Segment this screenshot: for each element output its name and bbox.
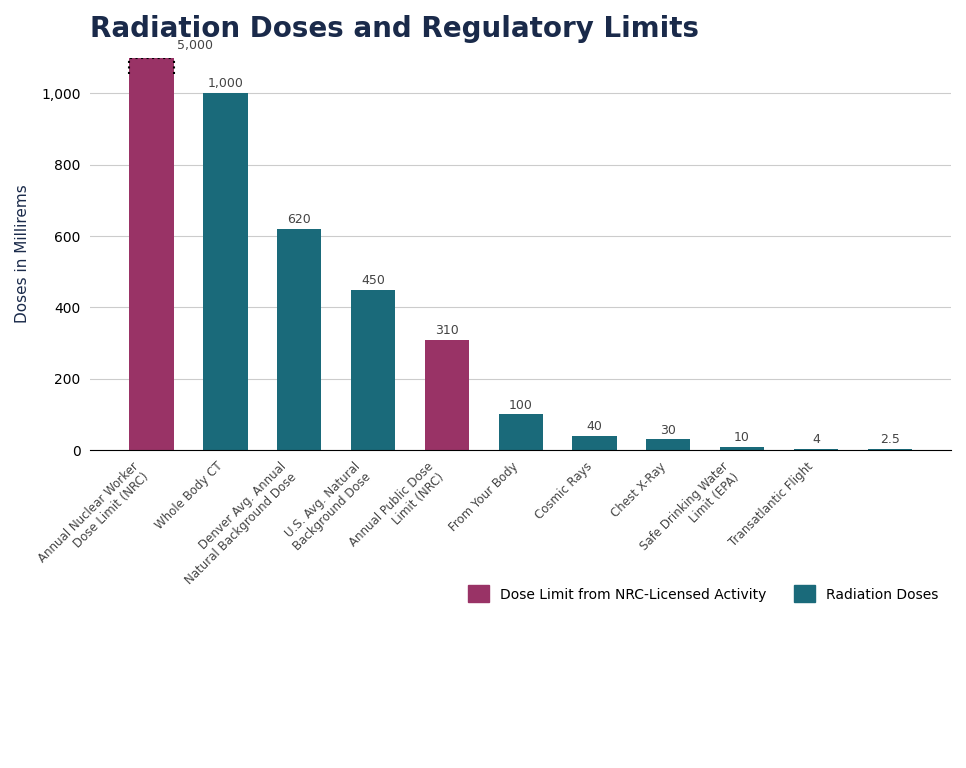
Bar — [351, 290, 395, 450]
Bar — [203, 94, 247, 450]
Text: 310: 310 — [435, 324, 459, 336]
Bar — [572, 436, 616, 450]
Text: 450: 450 — [361, 274, 385, 286]
Bar — [646, 439, 691, 450]
Text: 5,000: 5,000 — [178, 39, 213, 52]
Bar — [277, 229, 322, 450]
Text: 620: 620 — [287, 214, 311, 226]
Bar — [720, 446, 764, 450]
Bar — [498, 415, 543, 450]
Bar — [425, 339, 469, 450]
Text: 40: 40 — [586, 420, 603, 433]
Text: 10: 10 — [734, 431, 750, 444]
Text: 4: 4 — [812, 433, 820, 446]
Y-axis label: Doses in Millirems: Doses in Millirems — [15, 184, 30, 323]
Bar — [794, 449, 838, 450]
Legend: Dose Limit from NRC-Licensed Activity, Radiation Doses: Dose Limit from NRC-Licensed Activity, R… — [463, 580, 944, 608]
Text: 100: 100 — [509, 399, 532, 412]
Text: 1,000: 1,000 — [208, 77, 243, 90]
Text: 30: 30 — [661, 424, 676, 436]
Bar — [867, 449, 912, 450]
Text: 2.5: 2.5 — [880, 433, 899, 446]
Text: Radiation Doses and Regulatory Limits: Radiation Doses and Regulatory Limits — [91, 15, 699, 43]
Bar — [129, 58, 174, 450]
